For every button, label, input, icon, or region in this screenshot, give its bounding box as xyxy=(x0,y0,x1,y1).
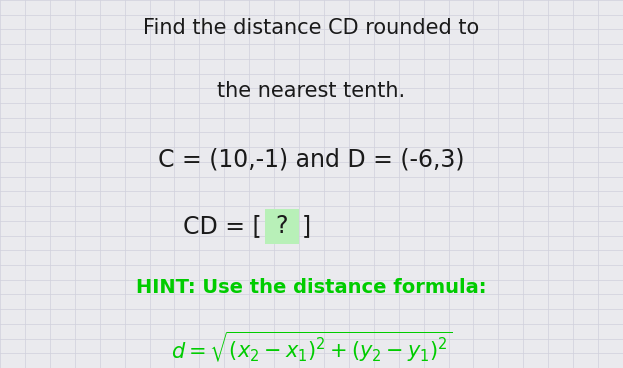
Text: $d = \sqrt{(x_2 - x_1)^2 + (y_2 - y_1)^2}$: $d = \sqrt{(x_2 - x_1)^2 + (y_2 - y_1)^2… xyxy=(171,329,452,364)
Text: the nearest tenth.: the nearest tenth. xyxy=(217,81,406,101)
Text: HINT: Use the distance formula:: HINT: Use the distance formula: xyxy=(136,278,487,297)
Text: Find the distance CD rounded to: Find the distance CD rounded to xyxy=(143,18,480,38)
Text: ?: ? xyxy=(275,214,288,238)
FancyBboxPatch shape xyxy=(265,209,299,244)
Text: CD = [: CD = [ xyxy=(183,214,262,238)
Text: ]: ] xyxy=(302,214,312,238)
Text: C = (10,-1) and D = (-6,3): C = (10,-1) and D = (-6,3) xyxy=(158,147,465,171)
